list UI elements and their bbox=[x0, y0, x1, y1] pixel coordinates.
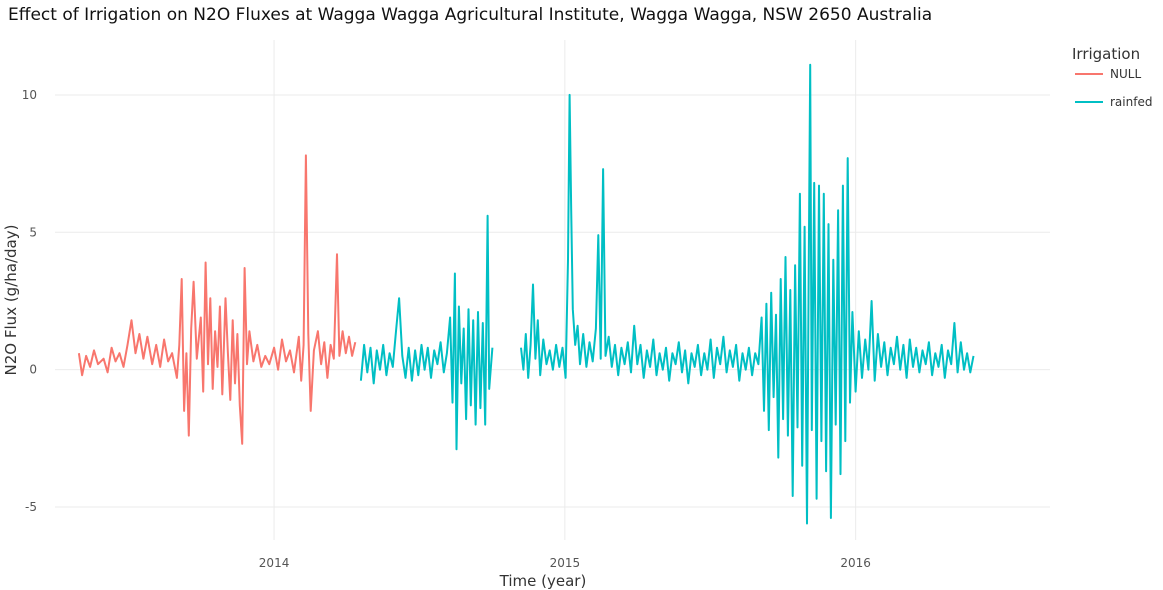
series-line-rainfed bbox=[359, 63, 975, 525]
legend-label-rainfed: rainfed bbox=[1110, 95, 1152, 109]
legend: Irrigation NULL rainfed bbox=[1072, 45, 1152, 109]
series-layer bbox=[77, 63, 975, 525]
x-axis-ticks: 2014 2015 2016 bbox=[259, 556, 871, 570]
x-axis-label: Time (year) bbox=[499, 572, 587, 590]
x-tick-label: 2015 bbox=[550, 556, 581, 570]
y-tick-label: 0 bbox=[29, 363, 37, 377]
x-tick-label: 2014 bbox=[259, 556, 290, 570]
legend-items: NULL rainfed bbox=[1075, 67, 1152, 109]
legend-label-null: NULL bbox=[1110, 67, 1141, 81]
y-axis-ticks: -5 0 5 10 bbox=[22, 88, 37, 514]
legend-title: Irrigation bbox=[1072, 45, 1140, 63]
y-tick-label: 10 bbox=[22, 88, 37, 102]
y-tick-label: -5 bbox=[25, 500, 37, 514]
chart-title: Effect of Irrigation on N2O Fluxes at Wa… bbox=[8, 5, 932, 25]
x-tick-label: 2016 bbox=[840, 556, 871, 570]
y-tick-label: 5 bbox=[29, 225, 37, 239]
series-line-null bbox=[77, 154, 357, 445]
y-axis-label: N2O Flux (g/ha/day) bbox=[2, 225, 20, 376]
